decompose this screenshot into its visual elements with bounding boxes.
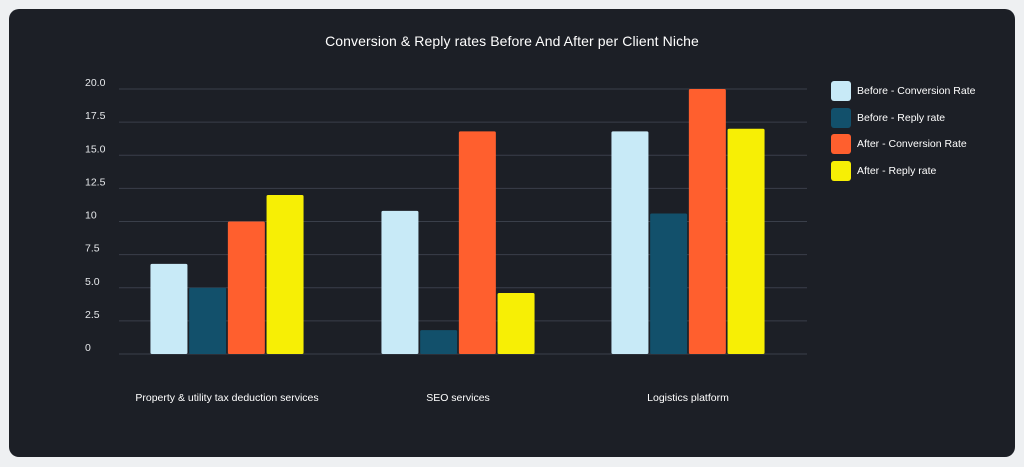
bars <box>150 89 765 354</box>
legend-swatch <box>831 81 851 101</box>
x-tick-label: Property & utility tax deduction service… <box>135 392 318 404</box>
bar <box>727 128 765 354</box>
legend-item: After - Reply rate <box>831 160 975 181</box>
legend-label: After - Reply rate <box>857 164 937 177</box>
y-tick-label: 5.0 <box>85 276 100 288</box>
legend-item: Before - Conversion Rate <box>831 81 975 101</box>
y-axis-ticks: 0 2.5 5.0 7.5 10 12.5 15.0 17.5 20.0 <box>85 77 106 354</box>
y-tick-label: 12.5 <box>85 176 106 188</box>
bar <box>650 213 688 354</box>
bar <box>150 263 188 354</box>
legend-label: Before - Conversion Rate <box>857 85 976 97</box>
bar <box>189 287 227 354</box>
chart-card: Conversion & Reply rates Before And Afte… <box>9 9 1015 457</box>
legend-item: After - Conversion Rate <box>831 134 975 155</box>
y-tick-label: 17.5 <box>85 110 106 122</box>
legend-label: After - Conversion Rate <box>857 138 967 151</box>
bar <box>458 131 496 354</box>
bar <box>227 221 265 354</box>
y-tick-label: 20.0 <box>85 77 106 89</box>
chart-legend: Before - Conversion Rate Before - Reply r… <box>831 81 975 187</box>
bar <box>381 210 419 354</box>
y-tick-label: 0 <box>85 342 91 354</box>
legend-swatch <box>831 107 851 128</box>
y-tick-label: 15.0 <box>85 143 106 155</box>
chart-title: Conversion & Reply rates Before And Afte… <box>325 33 699 49</box>
legend-label: Before - Reply rate <box>857 111 946 124</box>
bar <box>611 131 649 354</box>
bar-chart-plot: 0 2.5 5.0 7.5 10 12.5 15.0 17.5 20.0 Property & … <box>85 77 807 404</box>
bar <box>688 89 726 354</box>
x-axis-labels: Property & utility tax deduction service… <box>135 392 729 404</box>
legend-swatch <box>831 160 851 181</box>
legend-swatch <box>831 134 851 155</box>
y-tick-label: 10 <box>85 210 97 222</box>
y-tick-label: 2.5 <box>85 309 100 321</box>
y-tick-label: 7.5 <box>85 243 100 255</box>
x-tick-label: SEO services <box>426 392 490 404</box>
legend-item: Before - Reply rate <box>831 107 975 128</box>
bar <box>497 293 535 354</box>
x-tick-label: Logistics platform <box>647 392 729 404</box>
bar <box>420 330 458 354</box>
bar <box>266 195 304 354</box>
